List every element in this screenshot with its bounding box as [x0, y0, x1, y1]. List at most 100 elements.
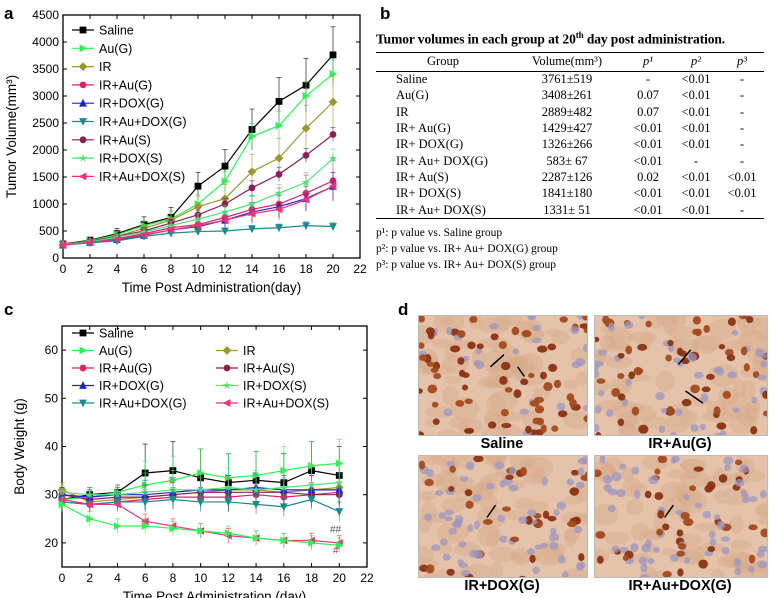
- cell-nucleus: [693, 371, 704, 379]
- cell-nucleus: [676, 529, 684, 537]
- cell-pvalue: <0.01: [681, 137, 711, 152]
- cell-nucleus: [500, 361, 511, 371]
- cell-nucleus: [603, 475, 613, 484]
- cell-group: IR+ DOX(S): [396, 186, 462, 201]
- cell-nucleus: [529, 316, 537, 321]
- cell-nucleus: [557, 410, 568, 418]
- tissue-texture: [519, 457, 532, 468]
- cell-nucleus: [566, 478, 574, 486]
- data-point: [274, 188, 284, 197]
- cell-nucleus: [700, 393, 709, 403]
- cell-nucleus: [759, 490, 767, 499]
- tissue-texture: [627, 331, 657, 345]
- cell-nucleus: [425, 327, 435, 336]
- cell-nucleus: [499, 535, 508, 543]
- cell-nucleus: [756, 550, 765, 558]
- tissue-texture: [563, 410, 587, 430]
- annotation-label: ##: [330, 524, 342, 535]
- data-point: [194, 228, 202, 236]
- x-tick-label: 8: [170, 571, 177, 585]
- data-point: [193, 214, 203, 223]
- cell-nucleus: [617, 393, 626, 401]
- tissue-texture: [431, 338, 453, 348]
- body-weight-chart: 0 2 4 6 8 10 12 14 16 18 20 22 20 30 40 50 60 Time Post A…: [12, 325, 374, 598]
- data-point: [224, 482, 233, 492]
- data-point: [275, 98, 283, 105]
- cell-nucleus: [718, 344, 726, 350]
- tissue-texture: [510, 355, 529, 376]
- cell-nucleus: [670, 458, 677, 464]
- cell-volume: 3761±519: [541, 72, 593, 87]
- pointer-arrow: [677, 349, 692, 365]
- x-tick-label: 12: [218, 262, 232, 276]
- legend-label: IR+Au(S): [243, 362, 295, 376]
- cell-pvalue: -: [739, 137, 745, 152]
- micrograph-image: [419, 316, 587, 435]
- cell-nucleus: [622, 554, 629, 561]
- tissue-texture: [611, 399, 639, 419]
- cell-nucleus: [726, 354, 736, 362]
- cell-nucleus: [541, 476, 548, 486]
- cell-pvalue: <0.01: [727, 169, 757, 184]
- cell-pvalue: 0.02: [637, 169, 659, 184]
- legend-entry: Saline: [72, 327, 134, 341]
- cell-nucleus: [762, 390, 767, 399]
- cell-pvalue: -: [739, 153, 745, 168]
- tissue-texture: [736, 316, 750, 332]
- data-point: [169, 496, 177, 504]
- table-notes: p¹: p value vs. Saline group p²: p value…: [376, 225, 772, 273]
- cell-nucleus: [571, 469, 579, 476]
- legend-label: Au(G): [99, 344, 132, 358]
- micrograph-image: [419, 456, 587, 577]
- pointer-arrow: [516, 366, 526, 377]
- cell-nucleus: [519, 575, 526, 577]
- cell-nucleus: [640, 563, 648, 573]
- micrograph-image: [595, 316, 767, 435]
- cell-nucleus: [553, 509, 560, 517]
- cell-nucleus: [455, 400, 465, 407]
- cell-pvalue: -: [739, 104, 745, 119]
- x-tick-label: 20: [326, 262, 340, 276]
- table-title: Tumor volumes in each group at 20th day …: [376, 30, 726, 47]
- cell-nucleus: [628, 371, 635, 380]
- cell-nucleus: [578, 553, 585, 562]
- cell-nucleus: [462, 384, 469, 391]
- tissue-texture: [482, 425, 512, 435]
- micrograph-label: IR+Au+DOX(G): [628, 578, 732, 594]
- cell-nucleus: [731, 330, 739, 336]
- micrograph-ir-dox-g: [418, 455, 588, 578]
- tissue-texture: [563, 495, 584, 505]
- y-tick-label: 2000: [32, 143, 59, 157]
- tissue-texture: [489, 389, 518, 413]
- micrograph-saline: [418, 315, 588, 436]
- cell-nucleus: [617, 352, 625, 359]
- cell-nucleus: [432, 418, 440, 426]
- legend-marker: [222, 399, 231, 407]
- cell-nucleus: [732, 407, 740, 413]
- cell-nucleus: [748, 496, 758, 503]
- cell-nucleus: [746, 316, 754, 324]
- tissue-texture: [619, 421, 637, 435]
- data-point: [221, 162, 229, 170]
- cell-nucleus: [624, 321, 634, 329]
- micrograph-label: Saline: [480, 436, 524, 452]
- cell-nucleus: [451, 520, 461, 527]
- cell-nucleus: [419, 431, 425, 435]
- data-point: [112, 232, 122, 241]
- cell-pvalue: <0.01: [633, 186, 663, 201]
- tissue-texture: [724, 497, 747, 506]
- cell-nucleus: [521, 330, 532, 338]
- data-point: [307, 480, 316, 489]
- data-point: [252, 500, 260, 509]
- cell-nucleus: [464, 398, 473, 405]
- table-row: IR+ Au(S) 2287±126 0.02 <0.01 <0.01: [376, 169, 764, 185]
- data-point: [302, 92, 311, 100]
- cell-nucleus: [464, 489, 473, 497]
- cell-nucleus: [540, 424, 547, 434]
- cell-nucleus: [520, 378, 529, 386]
- cell-nucleus: [608, 322, 615, 332]
- cell-nucleus: [701, 386, 711, 393]
- tissue-texture: [575, 371, 587, 386]
- cell-nucleus: [693, 466, 704, 472]
- cell-nucleus: [638, 556, 648, 566]
